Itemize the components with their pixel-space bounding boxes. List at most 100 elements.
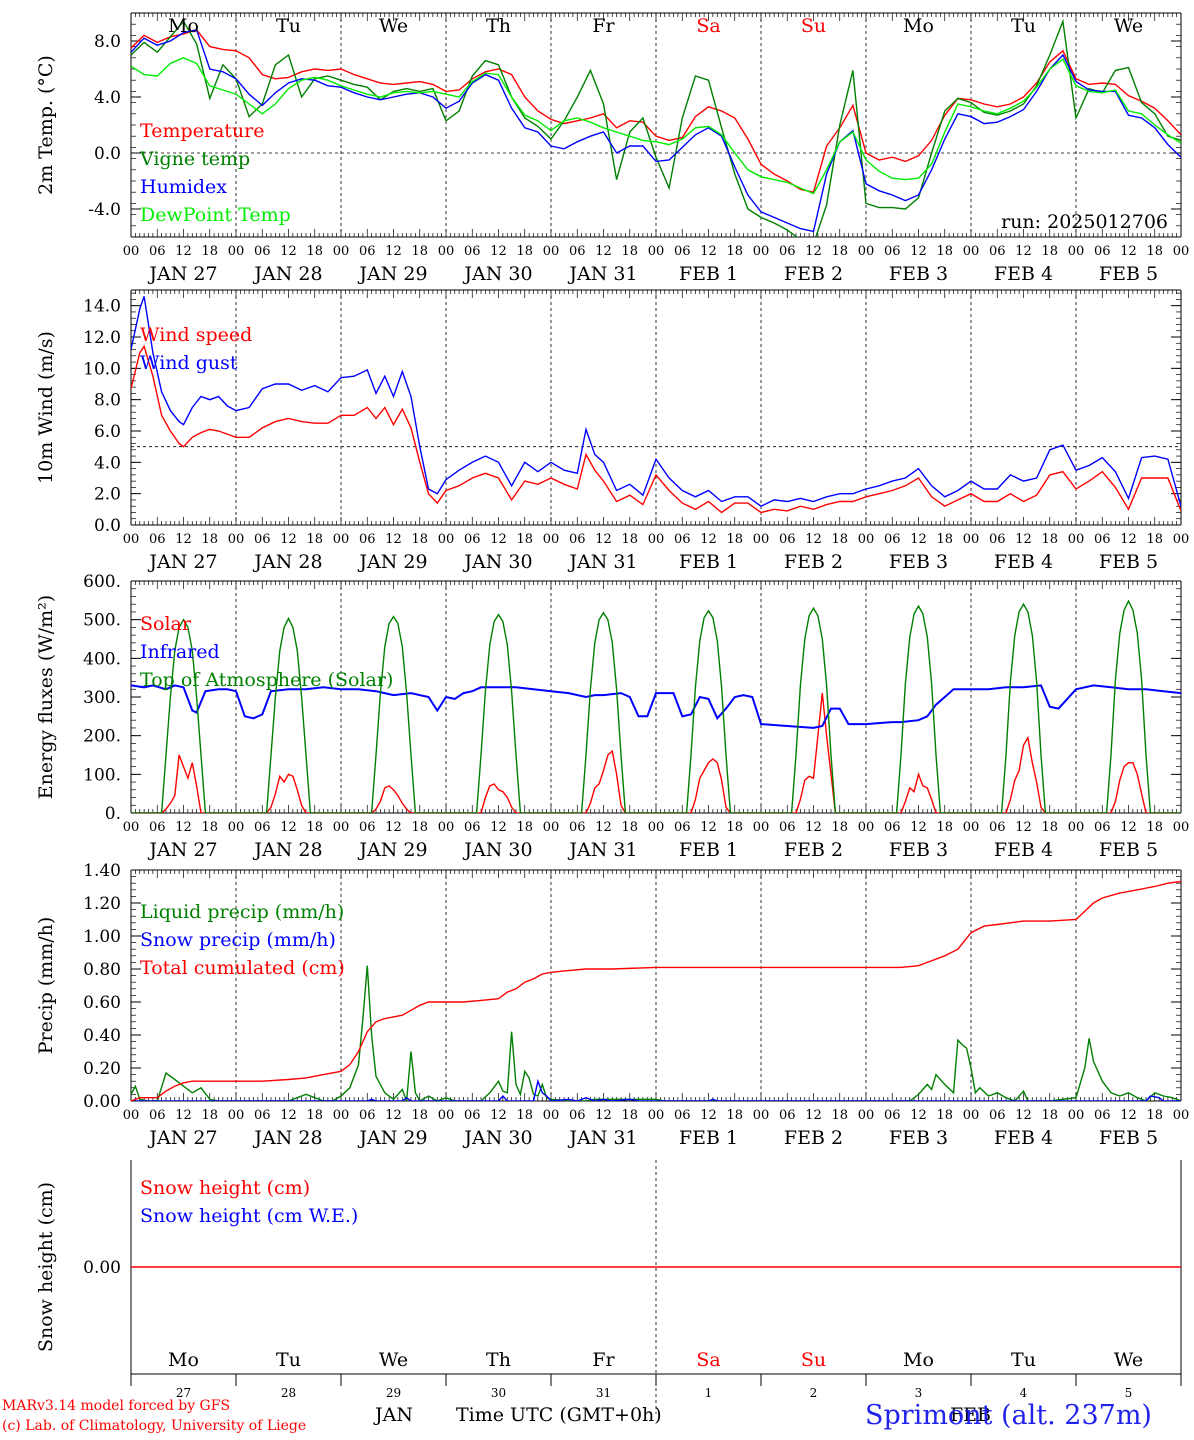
- hour-tick-label: 00: [858, 532, 875, 547]
- legend-entry: Vigne temp: [139, 148, 250, 170]
- y-tick-label: 500.: [83, 611, 121, 631]
- date-label: JAN 27: [147, 263, 217, 285]
- hour-tick-label: 06: [779, 820, 796, 835]
- date-label: JAN 30: [462, 551, 532, 573]
- date-label: JAN 30: [462, 1127, 532, 1149]
- hour-tick-label: 00: [963, 1108, 980, 1123]
- hour-tick-label: 06: [779, 532, 796, 547]
- hour-tick-label: 00: [963, 244, 980, 259]
- series-line-temperature: [131, 28, 1181, 194]
- day-name-label: Mo: [903, 1349, 934, 1371]
- panel-3: 00 06 12 18 00 06 12 18 00 06 12 18 00 06 12 18 00 06 12 18…: [35, 572, 1189, 861]
- hour-tick-label: 12: [595, 1108, 612, 1123]
- hour-tick-label: 12: [490, 532, 507, 547]
- day-number-label: 5: [1125, 1386, 1133, 1400]
- hour-tick-label: 12: [490, 1108, 507, 1123]
- date-label: JAN 29: [357, 263, 427, 285]
- hour-tick-label: 00: [543, 820, 560, 835]
- hour-tick-label: 00: [1173, 820, 1190, 835]
- y-tick-label: 100.: [83, 765, 121, 785]
- hour-tick-label: 00: [333, 532, 350, 547]
- hour-tick-label: 18: [201, 820, 218, 835]
- hour-tick-label: 00: [333, 244, 350, 259]
- hour-tick-label: 06: [254, 1108, 271, 1123]
- date-label: JAN 29: [357, 551, 427, 573]
- date-label: JAN 31: [567, 1127, 637, 1149]
- hour-tick-label: 12: [175, 820, 192, 835]
- y-tick-label: 2.0: [94, 485, 121, 505]
- date-label: JAN 27: [147, 1127, 217, 1149]
- day-name-label: Th: [486, 1349, 511, 1371]
- date-label: FEB 3: [889, 263, 948, 285]
- y-tick-label: -4.0: [88, 200, 121, 220]
- date-label: FEB 5: [1099, 1127, 1158, 1149]
- hour-tick-label: 12: [280, 820, 297, 835]
- hour-tick-label: 06: [884, 820, 901, 835]
- hour-tick-label: 12: [700, 532, 717, 547]
- hour-tick-label: 12: [385, 532, 402, 547]
- hour-tick-label: 18: [936, 820, 953, 835]
- hour-tick-label: 00: [858, 244, 875, 259]
- y-tick-label: 1.20: [83, 894, 121, 914]
- hour-tick-label: 18: [1146, 820, 1163, 835]
- date-label: FEB 3: [889, 839, 948, 861]
- hour-tick-label: 00: [858, 820, 875, 835]
- hour-tick-label: 18: [516, 532, 533, 547]
- hour-tick-label: 12: [595, 820, 612, 835]
- hour-tick-label: 18: [306, 532, 323, 547]
- x-axis-title: Time UTC (GMT+0h): [456, 1404, 662, 1426]
- day-number-label: 29: [386, 1386, 401, 1400]
- day-number-label: 2: [810, 1386, 818, 1400]
- hour-tick-label: 18: [1146, 1108, 1163, 1123]
- hour-tick-label: 18: [1041, 820, 1058, 835]
- hour-tick-label: 12: [490, 820, 507, 835]
- legend-entry: Liquid precip (mm/h): [140, 901, 344, 923]
- hour-tick-label: 00: [543, 1108, 560, 1123]
- hour-tick-label: 12: [175, 1108, 192, 1123]
- date-label: JAN 31: [567, 263, 637, 285]
- y-tick-label: 0.60: [83, 993, 121, 1013]
- y-tick-label: 12.0: [83, 328, 121, 348]
- day-name-label: We: [379, 1349, 408, 1371]
- day-number-label: 3: [915, 1386, 923, 1400]
- series-line-dewpoint-temp: [131, 57, 1181, 195]
- hour-tick-label: 12: [595, 532, 612, 547]
- series-line-top-of-atmosphere-solar-: [131, 599, 1181, 813]
- date-label: JAN 31: [567, 839, 637, 861]
- hour-tick-label: 00: [963, 532, 980, 547]
- hour-tick-label: 18: [201, 532, 218, 547]
- hour-tick-label: 06: [779, 244, 796, 259]
- hour-tick-label: 06: [569, 244, 586, 259]
- hour-tick-label: 00: [753, 532, 770, 547]
- hour-tick-label: 12: [280, 1108, 297, 1123]
- hour-tick-label: 18: [831, 1108, 848, 1123]
- month-label-jan: JAN: [375, 1404, 413, 1426]
- date-label: JAN 30: [462, 839, 532, 861]
- hour-tick-label: 06: [149, 532, 166, 547]
- hour-tick-label: 06: [989, 1108, 1006, 1123]
- hour-tick-label: 00: [123, 820, 140, 835]
- hour-tick-label: 06: [884, 1108, 901, 1123]
- panel-1: 00 06 12 18 00 06 12 18 00 06 12 18 00 06 12 18 00 06 12 18…: [35, 12, 1189, 285]
- y-tick-label: 0.0: [94, 516, 121, 536]
- location-title: Sprimont (alt. 237m): [865, 1400, 1152, 1431]
- day-name-label: Su: [801, 1349, 826, 1371]
- hour-tick-label: 06: [569, 1108, 586, 1123]
- series-line-snow-precip-mm-h-: [131, 1078, 1181, 1101]
- hour-tick-label: 18: [411, 820, 428, 835]
- hour-tick-label: 00: [753, 820, 770, 835]
- hour-tick-label: 00: [438, 532, 455, 547]
- hour-tick-label: 00: [333, 1108, 350, 1123]
- hour-tick-label: 00: [228, 532, 245, 547]
- date-label: JAN 30: [462, 263, 532, 285]
- hour-tick-label: 00: [648, 532, 665, 547]
- hour-tick-label: 18: [831, 820, 848, 835]
- date-label: FEB 1: [679, 1127, 738, 1149]
- hour-tick-label: 18: [1146, 532, 1163, 547]
- legend-entry: Infrared: [140, 641, 220, 663]
- day-name-label: We: [1114, 15, 1143, 37]
- legend-entry: Temperature: [140, 120, 264, 142]
- date-label: FEB 5: [1099, 551, 1158, 573]
- hour-tick-label: 12: [910, 244, 927, 259]
